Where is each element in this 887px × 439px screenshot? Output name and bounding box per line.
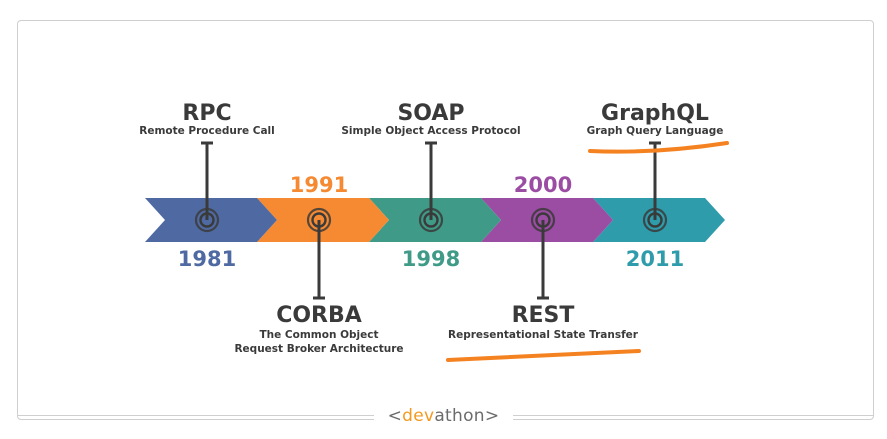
arrow-segment-rpc: [145, 198, 277, 242]
footer-divider-left: [17, 415, 382, 416]
year-label-soap: 1998: [402, 247, 460, 271]
milestone-dot-rpc: [199, 212, 215, 228]
title-corba: CORBA: [276, 303, 362, 328]
highlight-underline-rest: [446, 349, 641, 362]
logo-text: athon: [434, 406, 485, 426]
subtitle-soap-0: Simple Object Access Protocol: [341, 125, 520, 137]
title-rest: REST: [512, 303, 575, 328]
milestone-ring-rpc: [194, 207, 220, 233]
milestone-dot-corba: [311, 212, 327, 228]
title-rpc: RPC: [182, 101, 231, 126]
logo-bracket-close: >: [484, 406, 500, 426]
year-label-graphql: 2011: [626, 247, 684, 271]
arrow-segment-soap: [369, 198, 501, 242]
milestone-ring-rest: [530, 207, 556, 233]
milestone-ring-corba: [306, 207, 332, 233]
logo-bracket-open: <: [387, 406, 403, 426]
subtitle-corba-0: The Common Object: [260, 329, 379, 341]
highlight-underline-graphql: [588, 141, 729, 154]
title-graphql: GraphQL: [601, 101, 709, 126]
milestone-dot-graphql: [647, 212, 663, 228]
milestone-ring-graphql: [642, 207, 668, 233]
devathon-logo: <devathon>: [373, 406, 514, 426]
subtitle-rpc-0: Remote Procedure Call: [139, 125, 275, 137]
footer: <devathon>: [0, 403, 887, 429]
milestone-dot-soap: [423, 212, 439, 228]
year-label-rpc: 1981: [178, 247, 236, 271]
subtitle-graphql-0: Graph Query Language: [587, 125, 724, 137]
arrow-segment-rest: [481, 198, 613, 242]
milestone-ring-soap: [418, 207, 444, 233]
timeline-connectors: [194, 141, 668, 300]
milestone-dot-rest: [535, 212, 551, 228]
title-soap: SOAP: [397, 101, 464, 126]
footer-divider-right: [507, 415, 874, 416]
arrow-segment-corba: [257, 198, 389, 242]
timeline-arrows: [145, 198, 725, 242]
logo-accent: dev: [402, 406, 435, 426]
subtitle-rest-0: Representational State Transfer: [448, 329, 639, 341]
year-label-corba: 1991: [290, 173, 348, 197]
arrow-segment-graphql: [593, 198, 725, 242]
year-label-rest: 2000: [514, 173, 572, 197]
subtitle-corba-1: Request Broker Architecture: [234, 343, 403, 355]
